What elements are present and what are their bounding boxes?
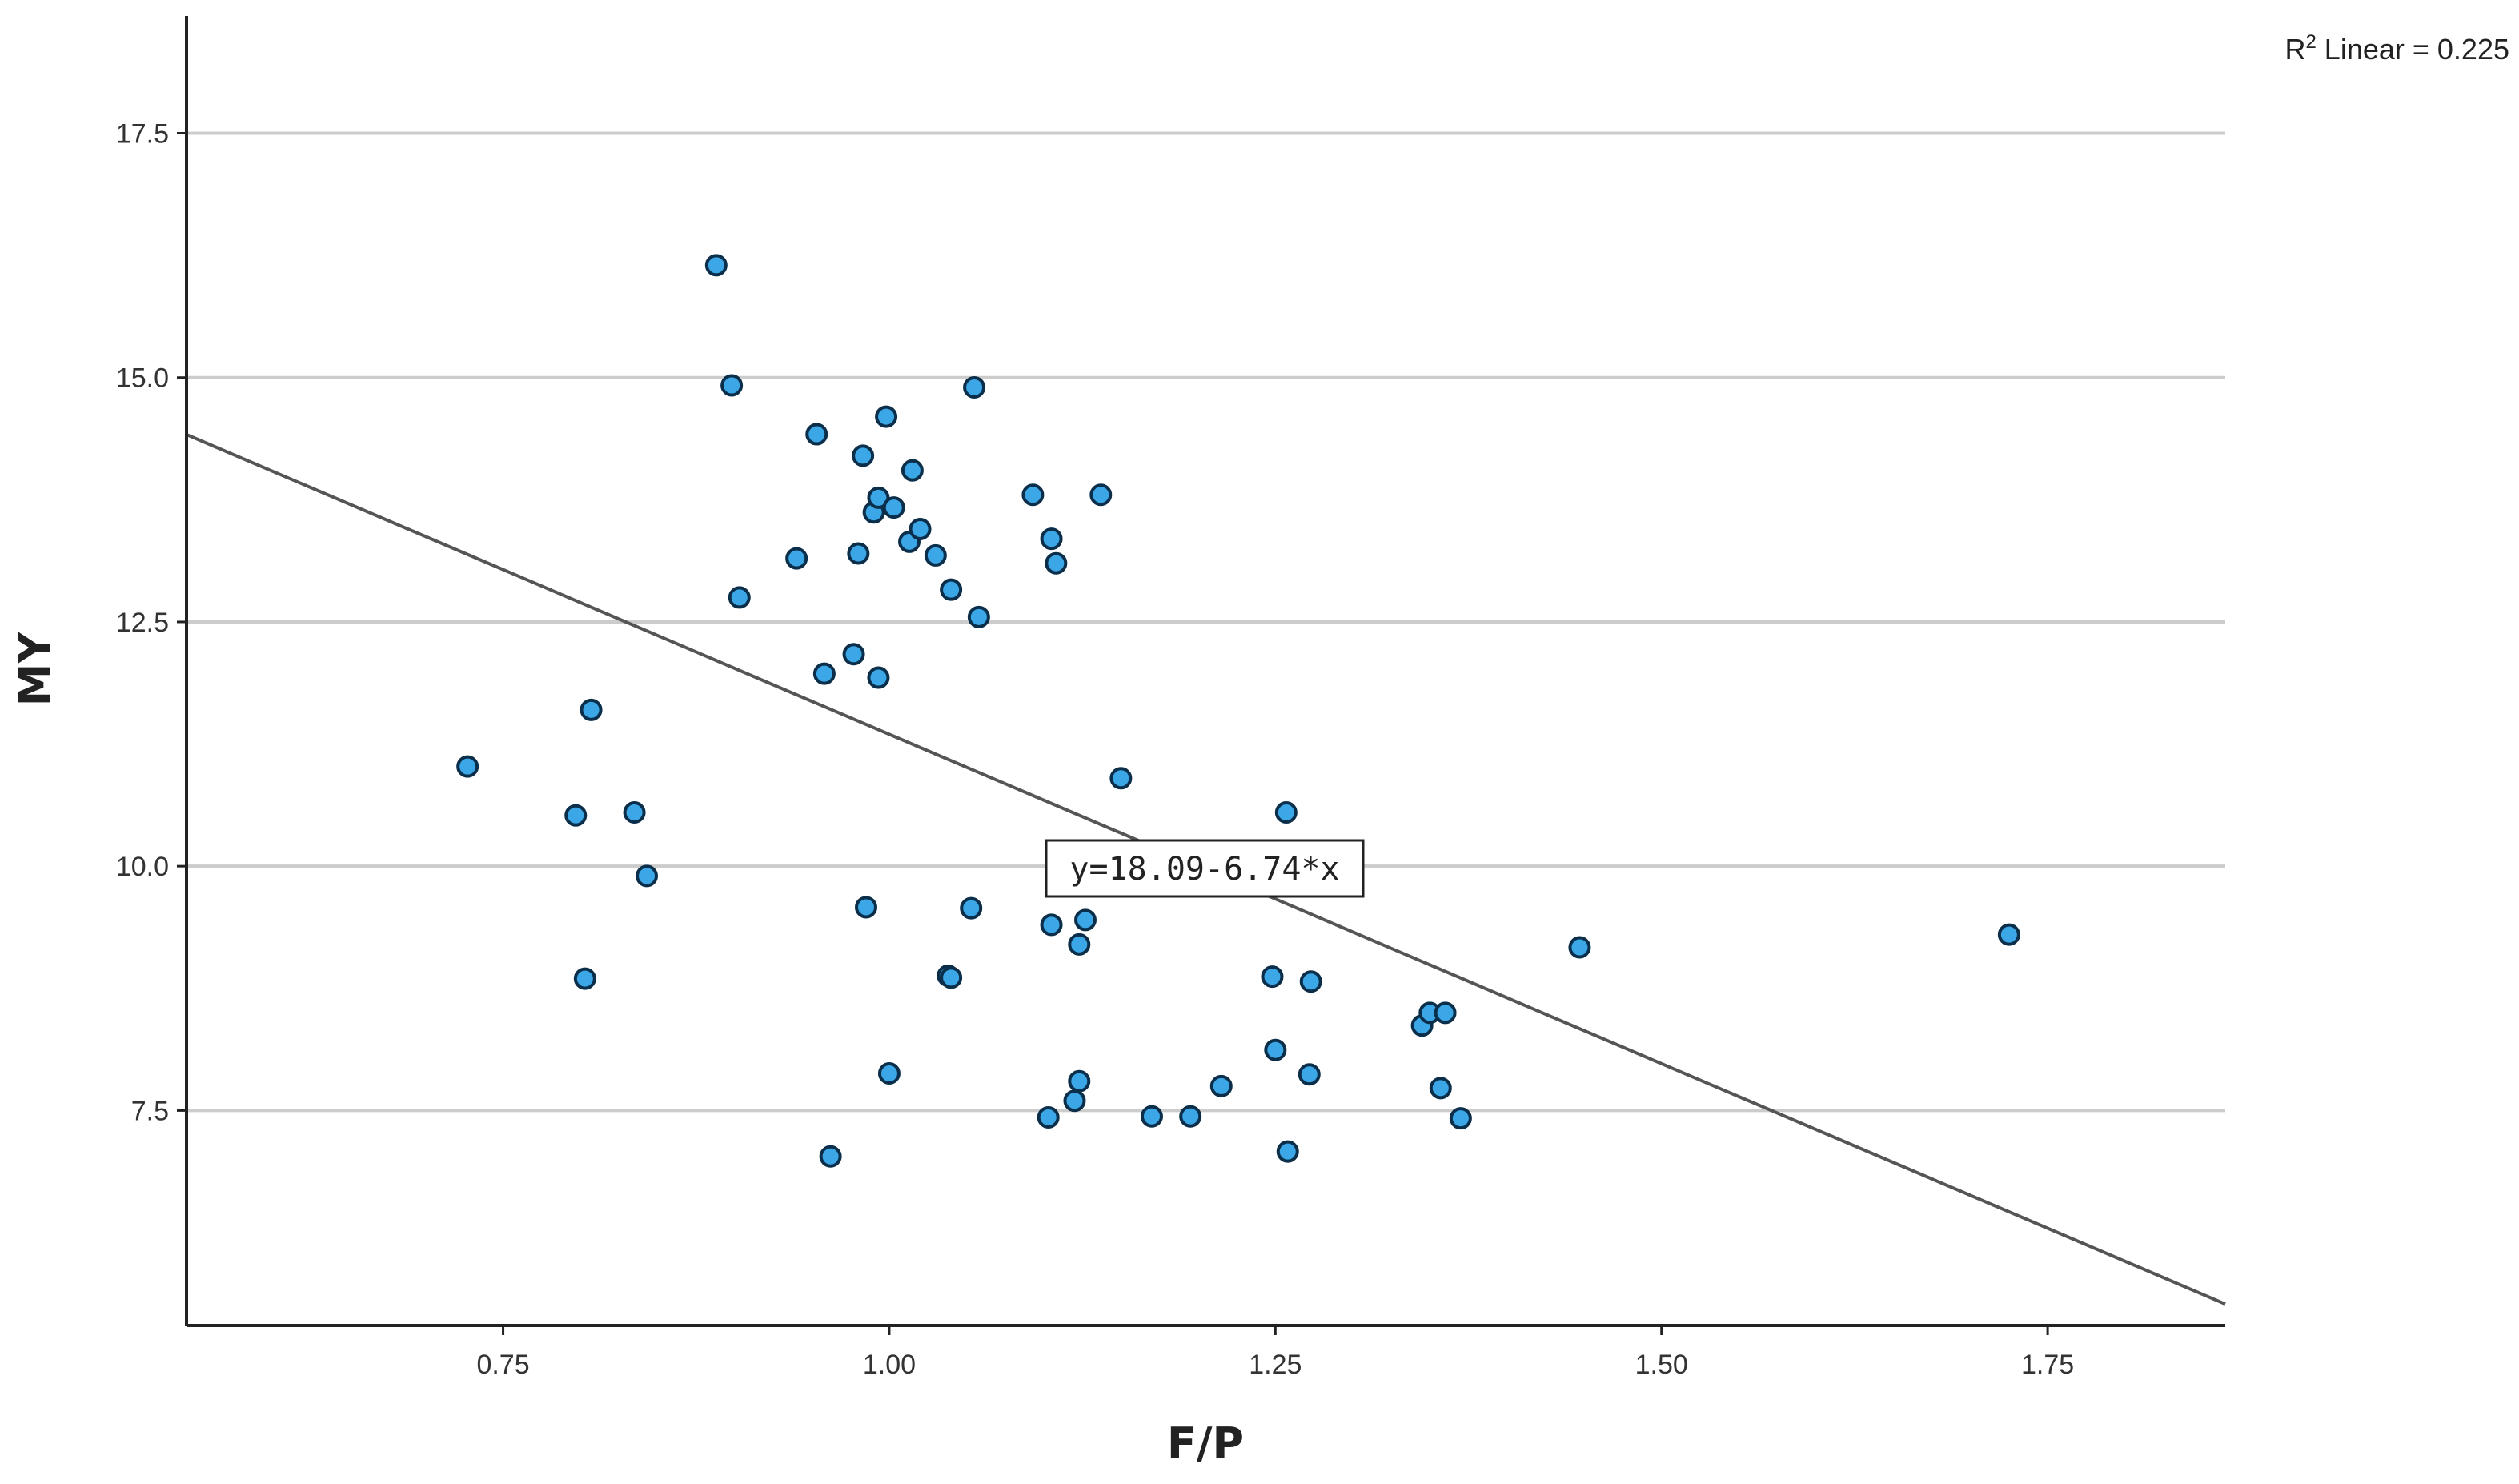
data-point-56 <box>1434 1001 1457 1025</box>
data-point-47 <box>1261 965 1284 989</box>
data-point-29 <box>940 578 963 601</box>
data-point-20 <box>875 405 898 428</box>
x-tick-label-4: 1.75 <box>2021 1350 2074 1380</box>
axes <box>185 16 2225 1327</box>
y-axis-title: MY <box>10 632 60 707</box>
data-point-21 <box>877 1062 901 1085</box>
data-point-22 <box>882 496 905 519</box>
x-tick-labels: 0.75 1.00 1.25 1.50 1.75 <box>476 1326 2074 1380</box>
r2-value: Linear = 0.225 <box>2316 33 2509 66</box>
y-tick-label-0: 7.5 <box>131 1096 169 1126</box>
data-point-1 <box>564 804 588 827</box>
data-point-59 <box>1997 923 2020 946</box>
data-point-18 <box>867 486 890 509</box>
data-point-46 <box>1209 1074 1233 1097</box>
data-point-58 <box>1568 936 1591 959</box>
data-point-10 <box>805 423 828 446</box>
data-point-12 <box>819 1145 842 1168</box>
data-point-26 <box>924 543 947 567</box>
x-tick-label-2: 1.25 <box>1249 1350 1302 1380</box>
data-point-32 <box>967 605 990 628</box>
data-point-42 <box>1089 483 1113 507</box>
y-tick-labels: 7.5 10.0 12.5 15.0 17.5 <box>116 119 187 1126</box>
r2-annotation: R2 Linear = 0.225 <box>2284 31 2509 66</box>
data-point-8 <box>728 586 751 609</box>
data-point-55 <box>1429 1077 1452 1100</box>
data-point-36 <box>1040 527 1063 551</box>
x-tick-label-3: 1.50 <box>1635 1350 1688 1380</box>
data-points <box>456 254 2020 1168</box>
data-point-57 <box>1449 1107 1472 1130</box>
data-point-0 <box>456 755 479 778</box>
x-tick-label-0: 0.75 <box>476 1350 529 1380</box>
data-point-19 <box>867 666 890 689</box>
x-axis-title: F/P <box>1167 1418 1244 1469</box>
data-point-2 <box>580 698 603 721</box>
data-point-52 <box>1299 970 1322 993</box>
data-point-44 <box>1140 1105 1163 1128</box>
data-point-24 <box>901 459 924 482</box>
equation-label: y=18.09-6.74*x <box>1045 839 1365 898</box>
data-point-9 <box>785 547 808 570</box>
data-point-35 <box>1040 913 1063 937</box>
data-point-37 <box>1045 551 1068 575</box>
data-point-48 <box>1264 1038 1287 1061</box>
data-point-40 <box>1068 933 1091 956</box>
data-point-38 <box>1063 1089 1086 1113</box>
data-point-3 <box>573 967 596 990</box>
data-point-28 <box>940 966 963 989</box>
data-point-7 <box>720 374 744 397</box>
x-tick-label-1: 1.00 <box>863 1350 916 1380</box>
gridlines <box>187 131 2225 1113</box>
y-tick-label-2: 12.5 <box>116 608 169 638</box>
data-point-34 <box>1037 1105 1060 1129</box>
data-point-25 <box>909 517 932 540</box>
y-tick-label-3: 15.0 <box>116 363 169 394</box>
data-point-30 <box>960 896 983 920</box>
data-point-41 <box>1073 908 1097 932</box>
data-point-16 <box>855 896 877 919</box>
data-point-11 <box>812 662 836 685</box>
data-point-33 <box>1021 483 1045 507</box>
data-point-4 <box>623 801 646 824</box>
data-point-15 <box>852 444 875 467</box>
y-tick-label-1: 10.0 <box>116 852 169 882</box>
data-point-5 <box>636 864 659 888</box>
data-point-49 <box>1274 801 1298 824</box>
data-point-6 <box>704 254 728 277</box>
r2-prefix: R <box>2284 33 2305 66</box>
y-tick-label-4: 17.5 <box>116 119 169 150</box>
equation-box <box>1045 839 1365 898</box>
data-point-50 <box>1276 1140 1299 1163</box>
data-point-31 <box>963 375 986 399</box>
data-point-14 <box>847 542 870 565</box>
data-point-39 <box>1068 1069 1091 1093</box>
data-point-13 <box>842 643 865 666</box>
data-point-45 <box>1179 1105 1202 1128</box>
r2-superscript: 2 <box>2305 31 2316 53</box>
data-point-51 <box>1298 1063 1321 1086</box>
data-point-43 <box>1109 767 1133 790</box>
equation-text: y=18.09-6.74*x <box>1069 851 1339 888</box>
